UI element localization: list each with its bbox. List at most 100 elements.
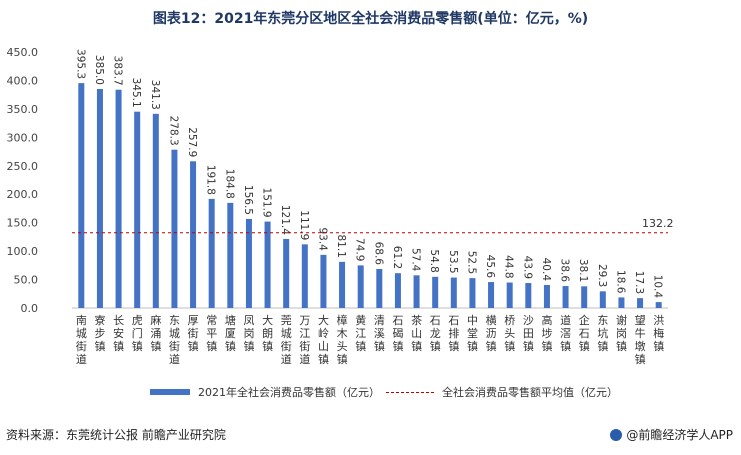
brand-logo-icon (610, 428, 623, 441)
x-tick-label: 道滘镇 (560, 313, 571, 353)
bar-value-label: 111.9 (298, 210, 310, 240)
bar-value-label: 29.3 (596, 264, 608, 287)
average-value-label: 132.2 (642, 217, 674, 230)
bar-value-label: 151.9 (261, 188, 273, 218)
bar-value-label: 18.6 (614, 270, 626, 294)
y-tick-label: 100.0 (7, 245, 39, 258)
y-tick-label: 200.0 (7, 188, 39, 201)
bar (245, 218, 252, 308)
bars-group (78, 83, 662, 308)
bar-value-label: 45.6 (484, 255, 496, 279)
x-tick-label: 望牛墩镇 (635, 314, 646, 366)
bar-value-label: 38.6 (559, 259, 571, 283)
x-tick-label: 虎门镇 (132, 314, 143, 353)
bar-value-label: 341.3 (149, 80, 161, 110)
bar-value-label: 278.3 (167, 116, 179, 146)
x-tick-label: 凤岗镇 (243, 314, 254, 353)
legend-line: 全社会消费品零售额平均值（亿元） (386, 384, 618, 400)
bar (96, 88, 103, 308)
brand-label: @前瞻经济学人APP (626, 428, 733, 442)
value-labels-group: 395.3 385.0 383.7 345.1 341.3 278.3 257.9 191.8… (74, 49, 663, 298)
x-tick-label: 洪梅镇 (653, 313, 664, 353)
bar (171, 149, 178, 308)
bar-value-label: 61.2 (391, 246, 403, 269)
legend-line-swatch (386, 391, 434, 393)
bar (394, 273, 401, 308)
legend-bar-swatch (150, 389, 190, 395)
x-tick-label: 清溪镇 (374, 314, 385, 353)
bar (376, 268, 383, 308)
bar (190, 161, 197, 308)
x-tick-label: 茶山镇 (411, 314, 422, 353)
bar (301, 244, 308, 308)
x-tick-label: 常平镇 (206, 314, 217, 353)
bar-value-label: 385.0 (93, 55, 105, 85)
x-tick-label: 谢岗镇 (616, 313, 627, 353)
bar (450, 277, 457, 308)
x-tick-label: 黄江镇 (355, 313, 366, 353)
bar-value-label: 53.5 (447, 250, 459, 273)
x-tick-label: 高埗镇 (541, 313, 552, 353)
bar (655, 302, 662, 308)
bar (320, 254, 327, 308)
bar (488, 282, 495, 308)
x-tick-label: 塘厦镇 (225, 313, 236, 353)
bar-value-label: 44.8 (503, 255, 515, 278)
y-tick-label: 50.0 (14, 274, 39, 287)
x-tick-label: 樟木头镇 (337, 313, 348, 366)
bar (115, 89, 122, 308)
bar-value-label: 395.3 (74, 49, 86, 79)
x-tick-label: 东城街道 (169, 314, 180, 366)
bar-value-label: 184.8 (223, 169, 235, 199)
bar-value-label: 57.4 (410, 248, 422, 272)
legend-bar-label: 2021年全社会消费品零售额（亿元） (198, 386, 380, 399)
y-tick-label: 350.0 (7, 103, 39, 116)
bar (78, 83, 85, 308)
bar (208, 198, 215, 308)
bar (469, 278, 476, 308)
bar-value-label: 345.1 (130, 78, 142, 108)
bar (581, 286, 588, 308)
bar-value-label: 17.3 (633, 271, 645, 294)
y-tick-label: 150.0 (7, 217, 39, 230)
bar (134, 111, 141, 308)
y-tick-label: 450.0 (7, 46, 39, 59)
bar (599, 291, 606, 308)
bar-value-label: 40.4 (540, 258, 552, 282)
average-line-group: 132.2 (72, 217, 674, 234)
x-tick-label: 横沥镇 (486, 313, 497, 353)
brand-note: @前瞻经济学人APP (610, 426, 733, 443)
bar (339, 261, 346, 308)
x-tick-label: 万江街道 (299, 314, 310, 366)
x-tick-label: 石排镇 (448, 314, 459, 353)
bar-value-label: 68.6 (372, 242, 384, 266)
bar (525, 283, 532, 308)
x-tick-label: 石龙镇 (430, 314, 441, 353)
x-tick-label: 长安镇 (113, 314, 124, 353)
bar (637, 298, 644, 308)
bar-value-label: 156.5 (242, 185, 254, 215)
bar (562, 286, 569, 308)
legend-line-label: 全社会消费品零售额平均值（亿元） (442, 386, 618, 399)
y-axis: 0.0 50.0 100.0 150.0 200.0 250.0 300.0 350.0 400… (7, 46, 668, 315)
bar (543, 285, 550, 308)
bar (506, 282, 513, 308)
bar-value-label: 10.4 (652, 275, 664, 299)
x-tick-label: 桥头镇 (504, 314, 515, 353)
bar (283, 238, 290, 308)
bar-value-label: 81.1 (335, 234, 347, 257)
x-tick-label: 麻涌镇 (150, 313, 161, 353)
bar-value-label: 43.9 (521, 256, 533, 279)
bar-value-label: 191.8 (205, 165, 217, 195)
bar (227, 202, 234, 308)
x-tick-label: 沙田镇 (523, 314, 534, 353)
y-tick-label: 250.0 (7, 160, 39, 173)
bar (152, 113, 159, 308)
bar (357, 265, 364, 308)
x-tick-label: 莞城街道 (281, 314, 292, 366)
bar-value-label: 383.7 (112, 56, 124, 86)
legend-bar: 2021年全社会消费品零售额（亿元） (150, 384, 380, 400)
bar (264, 221, 271, 308)
x-tick-label: 大朗镇 (262, 313, 273, 353)
